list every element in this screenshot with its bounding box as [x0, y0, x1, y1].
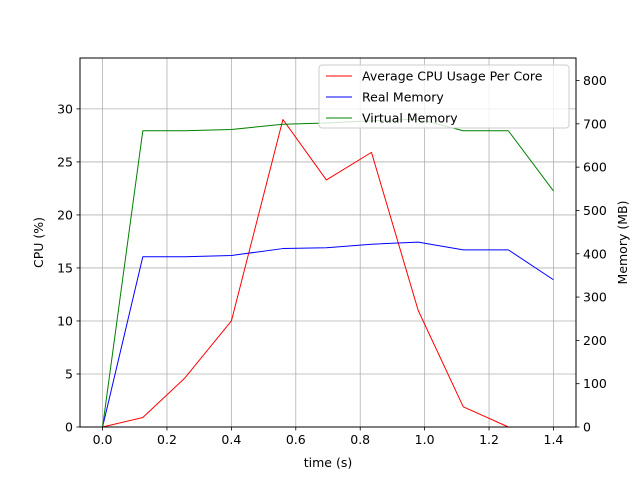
y-right-tick-label: 500	[583, 203, 607, 218]
x-tick-label: 1.4	[544, 432, 564, 447]
y-right-tick-label: 200	[583, 333, 607, 348]
y-left-tick-label: 5	[65, 366, 73, 381]
y-right-tick-label: 600	[583, 160, 607, 175]
series-line-1	[102, 119, 554, 428]
series-layer	[102, 118, 554, 428]
y-axis-right-label: Memory (MB)	[615, 201, 630, 285]
y-right-tick-label: 400	[583, 246, 607, 261]
x-tick-label: 0.6	[286, 432, 306, 447]
x-tick-label: 0.8	[350, 432, 370, 447]
plot-frame	[79, 57, 577, 428]
y-right-tick-label: 100	[583, 376, 607, 391]
ticks-layer: 0.0 0.2 0.4 0.6 0.8 1.0 1.2 1.40510152025300100…	[57, 73, 607, 447]
legend-box	[318, 64, 570, 129]
y-left-tick-label: 20	[57, 207, 73, 222]
y-left-tick-label: 25	[57, 154, 73, 169]
y-axis-left-label: CPU (%)	[31, 217, 46, 268]
legend-entry: Real Memory	[362, 90, 444, 105]
series-line-2	[102, 241, 554, 428]
y-left-tick-label: 0	[65, 420, 73, 435]
legend: Average CPU Usage Per Core Real Memory Vir…	[318, 64, 570, 129]
x-tick-label: 0.2	[157, 432, 177, 447]
series-line-3	[102, 118, 554, 428]
x-axis-label: time (s)	[304, 455, 352, 470]
y-left-tick-label: 15	[57, 260, 73, 275]
x-tick-label: 1.2	[479, 432, 499, 447]
y-right-tick-label: 300	[583, 290, 607, 305]
x-tick-label: 0.0	[93, 432, 113, 447]
legend-entry: Virtual Memory	[362, 111, 458, 126]
y-right-tick-label: 0	[583, 420, 591, 435]
x-tick-label: 1.0	[415, 432, 435, 447]
y-left-tick-label: 30	[57, 101, 73, 116]
y-right-tick-label: 800	[583, 73, 607, 88]
legend-entry: Average CPU Usage Per Core	[362, 69, 543, 84]
y-right-tick-label: 700	[583, 116, 607, 131]
x-tick-label: 0.4	[221, 432, 241, 447]
y-left-tick-label: 10	[57, 313, 73, 328]
